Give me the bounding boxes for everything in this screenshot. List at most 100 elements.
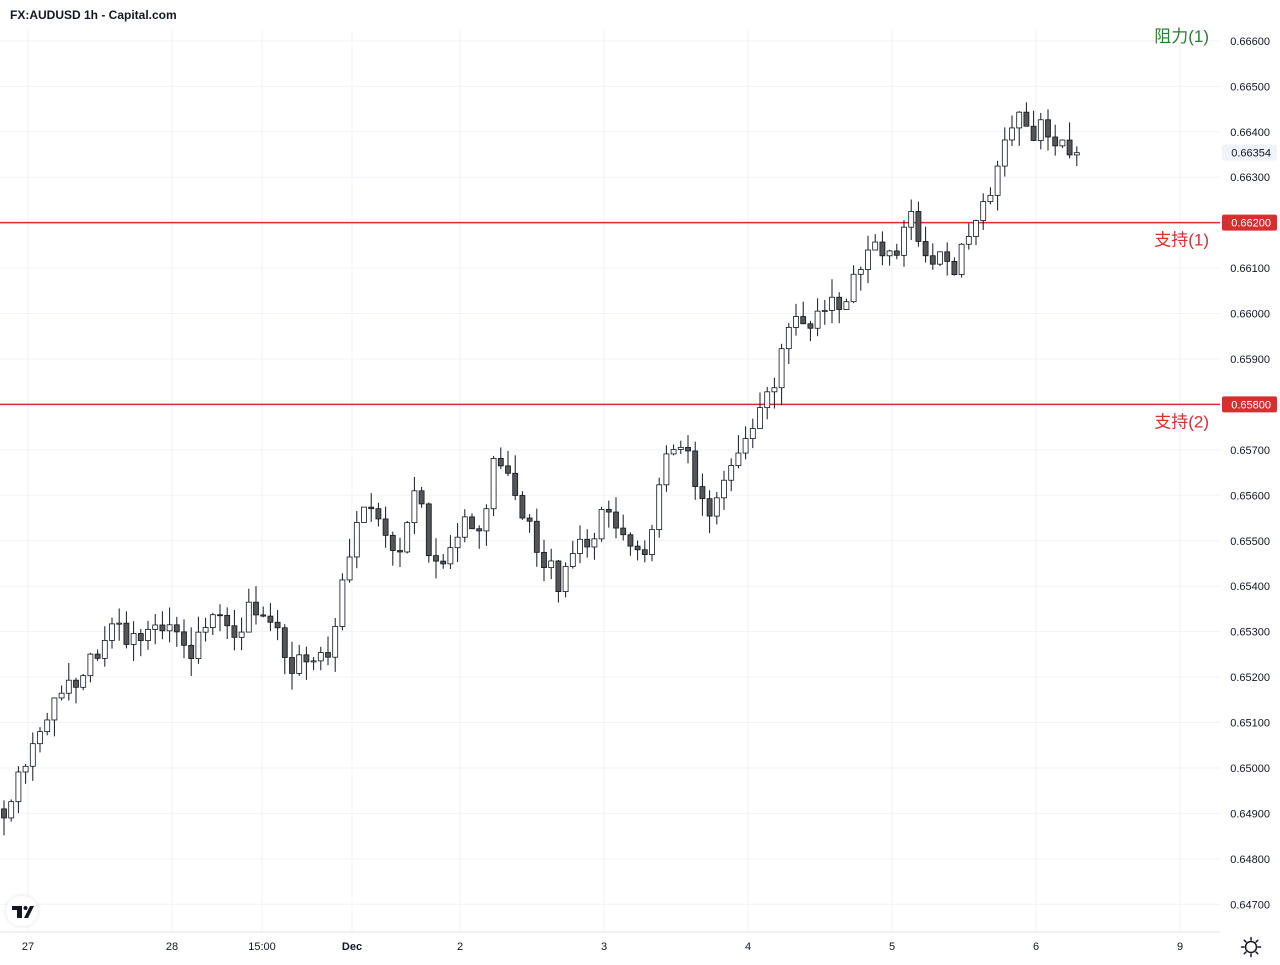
- candle[interactable]: [375, 502, 382, 527]
- candle[interactable]: [713, 491, 720, 525]
- candle[interactable]: [454, 523, 461, 562]
- candle[interactable]: [361, 506, 367, 523]
- candle[interactable]: [1016, 111, 1023, 146]
- candle[interactable]: [728, 458, 735, 492]
- candle[interactable]: [656, 477, 663, 538]
- candle[interactable]: [469, 513, 475, 530]
- candle[interactable]: [634, 540, 641, 561]
- candle[interactable]: [627, 532, 634, 556]
- candle[interactable]: [951, 257, 958, 276]
- candle[interactable]: [699, 473, 706, 516]
- candle[interactable]: [238, 617, 245, 651]
- candle[interactable]: [677, 440, 684, 455]
- candle[interactable]: [533, 508, 540, 567]
- candle[interactable]: [109, 617, 115, 649]
- candle[interactable]: [353, 511, 360, 569]
- candle[interactable]: [605, 500, 612, 528]
- candle[interactable]: [721, 470, 727, 510]
- candle[interactable]: [490, 455, 497, 516]
- candle[interactable]: [29, 732, 36, 781]
- candle[interactable]: [1073, 146, 1080, 167]
- candle[interactable]: [577, 525, 583, 564]
- candle[interactable]: [289, 641, 295, 690]
- candle[interactable]: [1, 800, 7, 836]
- candle[interactable]: [382, 506, 389, 548]
- candle[interactable]: [764, 386, 771, 420]
- candle[interactable]: [123, 611, 130, 649]
- candle[interactable]: [1045, 109, 1051, 151]
- candle[interactable]: [346, 538, 353, 583]
- candle[interactable]: [130, 621, 137, 661]
- candle[interactable]: [152, 614, 159, 645]
- candle[interactable]: [591, 532, 598, 560]
- candle[interactable]: [94, 649, 101, 661]
- candle[interactable]: [850, 265, 857, 304]
- candle[interactable]: [555, 559, 562, 603]
- candle[interactable]: [440, 554, 447, 569]
- candle[interactable]: [865, 235, 871, 284]
- candle[interactable]: [915, 201, 922, 247]
- candle[interactable]: [620, 514, 627, 541]
- candle[interactable]: [411, 476, 418, 535]
- candle[interactable]: [166, 607, 173, 643]
- candle[interactable]: [116, 608, 123, 641]
- candle[interactable]: [980, 193, 987, 230]
- candle[interactable]: [37, 727, 43, 753]
- candle[interactable]: [757, 392, 763, 429]
- candle[interactable]: [267, 603, 274, 632]
- candle[interactable]: [598, 506, 605, 542]
- candle[interactable]: [749, 418, 756, 449]
- candle[interactable]: [1001, 127, 1008, 177]
- candle[interactable]: [483, 504, 490, 546]
- candle[interactable]: [44, 712, 51, 736]
- candle[interactable]: [958, 242, 965, 278]
- candle[interactable]: [1009, 115, 1015, 147]
- candle[interactable]: [670, 444, 677, 456]
- candle[interactable]: [8, 799, 15, 822]
- candle[interactable]: [526, 514, 533, 533]
- candle[interactable]: [584, 529, 591, 558]
- candle[interactable]: [901, 220, 907, 267]
- candle[interactable]: [793, 303, 799, 336]
- candle[interactable]: [1052, 124, 1059, 156]
- candle[interactable]: [548, 548, 555, 580]
- candle[interactable]: [51, 697, 58, 737]
- candle[interactable]: [692, 441, 699, 500]
- candle[interactable]: [807, 320, 814, 342]
- candle[interactable]: [80, 673, 87, 691]
- candle[interactable]: [908, 199, 915, 241]
- candle[interactable]: [893, 243, 900, 260]
- candle[interactable]: [497, 447, 504, 470]
- candle[interactable]: [425, 502, 432, 563]
- candle[interactable]: [397, 537, 403, 568]
- candle[interactable]: [404, 520, 411, 554]
- candle[interactable]: [389, 531, 396, 566]
- candle[interactable]: [339, 573, 346, 631]
- candle[interactable]: [829, 279, 835, 324]
- candle[interactable]: [879, 231, 886, 266]
- candle[interactable]: [58, 685, 65, 701]
- candle[interactable]: [987, 187, 994, 205]
- candle[interactable]: [101, 626, 108, 667]
- candle[interactable]: [562, 562, 569, 598]
- candle[interactable]: [476, 525, 483, 549]
- candle[interactable]: [641, 540, 648, 563]
- candle[interactable]: [274, 610, 281, 641]
- candle[interactable]: [735, 435, 742, 469]
- candle[interactable]: [195, 616, 202, 664]
- candle[interactable]: [224, 607, 231, 639]
- candle[interactable]: [317, 646, 324, 671]
- candle[interactable]: [800, 301, 807, 325]
- candle[interactable]: [181, 619, 187, 659]
- candle[interactable]: [217, 604, 223, 632]
- candle[interactable]: [137, 628, 144, 657]
- candle[interactable]: [742, 426, 749, 460]
- candle[interactable]: [965, 223, 972, 250]
- candle[interactable]: [973, 219, 979, 246]
- candle[interactable]: [569, 540, 576, 569]
- candle[interactable]: [771, 377, 778, 409]
- candle[interactable]: [886, 249, 893, 266]
- candle[interactable]: [188, 627, 195, 676]
- candle[interactable]: [159, 611, 166, 640]
- candle[interactable]: [1023, 102, 1030, 127]
